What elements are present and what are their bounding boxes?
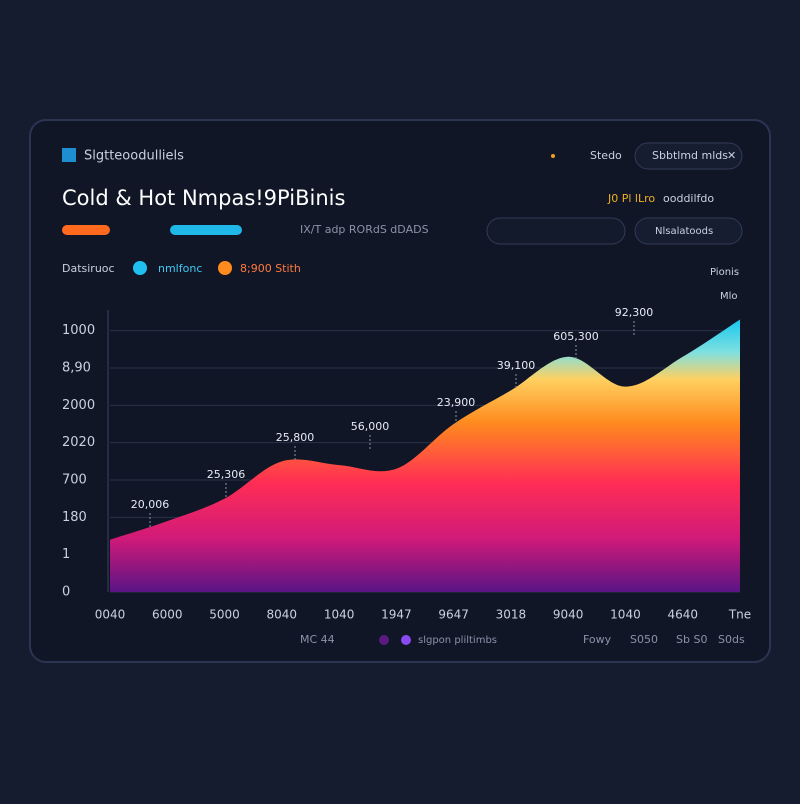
x-tick-label: 5000 <box>209 608 240 622</box>
x-tick-label: 1947 <box>381 608 412 622</box>
y-tick-label: 1 <box>62 547 70 562</box>
select-label: Nlsalatoods <box>655 226 713 237</box>
footer-item: slgpon pliltimbs <box>418 635 497 646</box>
annotation: 20,006 <box>131 498 170 511</box>
x-tick-label: Tne <box>728 608 751 622</box>
legend-swatch <box>133 261 147 275</box>
x-tick-label: 9647 <box>438 608 469 622</box>
x-tick-label: 1040 <box>610 608 641 622</box>
annotation: 605,300 <box>553 330 599 343</box>
footer-item: MC 44 <box>300 633 335 646</box>
status: Stedo <box>590 149 622 162</box>
footer-item: S050 <box>630 633 658 646</box>
annotation: 56,000 <box>351 420 390 433</box>
top-button[interactable] <box>634 142 743 170</box>
x-tick-label: 0040 <box>95 608 126 622</box>
y-tick-label: 2020 <box>62 435 95 450</box>
x-tick-label: 9040 <box>553 608 584 622</box>
top-button-label: Sbbtlmd mlds <box>652 149 728 162</box>
close-icon: ✕ <box>727 149 736 162</box>
info2: ooddilfdo <box>663 192 714 205</box>
y-tick-label: 8,90 <box>62 361 91 376</box>
x-tick-label: 3018 <box>496 608 527 622</box>
legend-swatch <box>218 261 232 275</box>
brand: Slgtteoodulliels <box>84 149 184 164</box>
info: J0 Pl lLro <box>607 192 655 205</box>
search[interactable] <box>486 217 626 245</box>
footer-dot <box>401 635 411 645</box>
pill <box>170 225 242 235</box>
x-tick-label: 1040 <box>324 608 355 622</box>
legend-item: 8;900 Stith <box>240 262 301 275</box>
footer-item: Fowy <box>583 633 612 646</box>
annotation: 92,300 <box>615 306 654 319</box>
footer-dot <box>379 635 389 645</box>
subtitle: IX/T adp RORdS dDADS <box>300 223 429 236</box>
title: Cold & Hot Nmpas!9PiBinis <box>62 186 345 210</box>
pill <box>62 225 110 235</box>
select[interactable] <box>634 217 743 245</box>
legend-label: Datsiruoc <box>62 262 115 275</box>
y-tick-label: 700 <box>62 473 87 488</box>
footer-item: Sb S0 <box>676 633 707 646</box>
annotation: 25,306 <box>207 468 246 481</box>
x-tick-label: 8040 <box>267 608 298 622</box>
y-tick-label: 0 <box>62 585 70 600</box>
status-dot <box>551 154 555 158</box>
y-tick-label: 180 <box>62 510 87 525</box>
x-tick-label: 4640 <box>667 608 698 622</box>
legend-item: nmlfonc <box>158 262 202 275</box>
annotation: 25,800 <box>276 431 315 444</box>
annotation: 23,900 <box>437 396 476 409</box>
annotation: 39,100 <box>497 359 536 372</box>
brand-icon <box>62 148 76 162</box>
y-tick-label: 2000 <box>62 398 95 413</box>
footer-item: S0ds <box>718 633 745 646</box>
heat-area <box>110 319 740 592</box>
x-tick-label: 6000 <box>152 608 183 622</box>
chart-note: Pionis <box>710 267 739 278</box>
y-tick-label: 1000 <box>62 323 95 338</box>
chart-note: Mlo <box>720 291 738 302</box>
